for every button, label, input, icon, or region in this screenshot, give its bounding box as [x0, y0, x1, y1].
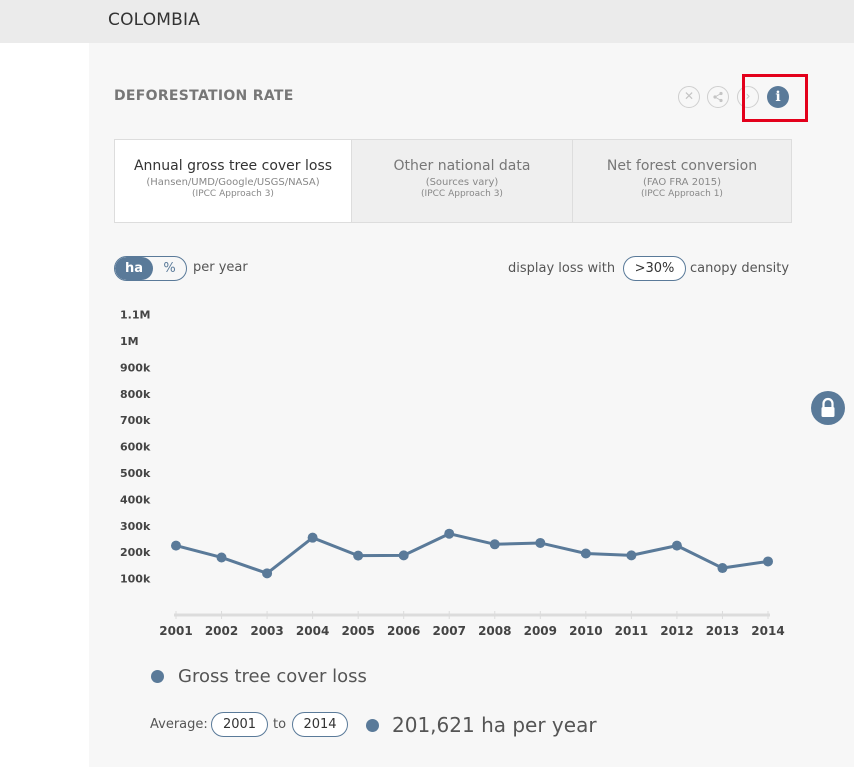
tab-source: (FAO FRA 2015)	[642, 177, 722, 188]
y-tick-label: 600k	[120, 441, 151, 454]
unit-ha-button[interactable]: ha	[115, 257, 153, 280]
x-tick-label: 2002	[205, 624, 238, 638]
data-point[interactable]	[171, 540, 181, 551]
tab-title: Other national data	[393, 158, 531, 174]
x-tick-label: 2009	[524, 624, 557, 638]
y-tick-label: 800k	[120, 388, 151, 401]
average-label: Average:	[150, 717, 208, 732]
info-icon[interactable]: i	[767, 86, 789, 108]
y-tick-label: 1M	[120, 335, 139, 348]
tab-other-national-data[interactable]: Other national data (Sources vary) (IPCC…	[351, 140, 572, 222]
tab-title: Net forest conversion	[606, 158, 758, 174]
data-point[interactable]	[626, 550, 637, 561]
top-bar: COLOMBIA	[0, 0, 854, 43]
y-tick-label: 400k	[120, 493, 151, 506]
x-tick-label: 2007	[433, 624, 466, 638]
tab-approach: (IPCC Approach 1)	[641, 189, 723, 199]
unit-percent-button[interactable]: %	[163, 261, 176, 276]
tab-approach: (IPCC Approach 3)	[192, 189, 274, 199]
info-highlight-box	[742, 74, 808, 122]
tab-approach: (IPCC Approach 3)	[421, 189, 503, 199]
x-tick-label: 2004	[296, 624, 329, 638]
y-tick-label: 500k	[120, 467, 151, 480]
data-point[interactable]	[489, 539, 500, 550]
x-tick-label: 2008	[478, 624, 511, 638]
series-line-gross-tree-cover-loss	[175, 532, 769, 576]
x-tick-label: 2013	[706, 624, 739, 638]
x-tick-label: 2010	[569, 624, 602, 638]
y-tick-label: 100k	[120, 573, 151, 586]
y-tick-label: 700k	[120, 414, 151, 427]
average-marker	[366, 719, 379, 732]
average-value: 201,621 ha per year	[392, 713, 597, 737]
deforestation-chart: 100k 200k 300k 400k 500k 600k 700k 800k 900k 1M 1.…	[120, 309, 785, 638]
country-title: COLOMBIA	[108, 10, 201, 30]
data-point[interactable]	[444, 528, 455, 539]
data-point[interactable]	[216, 552, 227, 563]
y-tick-label: 900k	[120, 361, 151, 374]
tab-net-forest-conversion[interactable]: Net forest conversion (FAO FRA 2015) (IP…	[572, 140, 791, 222]
lock-icon[interactable]	[811, 391, 845, 425]
x-tick-label: 2005	[341, 624, 374, 638]
average-end-year-select[interactable]: 2014	[292, 712, 348, 737]
x-tick-label: 2014	[751, 624, 784, 638]
unit-toggle: ha %	[114, 256, 187, 281]
data-point[interactable]	[535, 537, 546, 548]
tab-annual-gross-tree-cover-loss[interactable]: Annual gross tree cover loss (Hansen/UMD…	[115, 140, 351, 222]
data-points	[171, 528, 773, 579]
y-axis-ticks: 100k 200k 300k 400k 500k 600k 700k 800k 900k 1M 1.…	[120, 309, 151, 586]
tab-source: (Hansen/UMD/Google/USGS/NASA)	[146, 177, 320, 188]
average-to-label: to	[273, 717, 287, 732]
y-tick-label: 300k	[120, 520, 151, 533]
x-tick-label: 2011	[615, 624, 648, 638]
legend-marker	[151, 670, 164, 683]
data-point[interactable]	[580, 548, 591, 559]
display-loss-label: display loss with	[508, 261, 616, 276]
data-point[interactable]	[763, 556, 773, 567]
canopy-density-select[interactable]: >30%	[623, 256, 686, 281]
per-year-label: per year	[193, 260, 248, 275]
y-tick-label: 1.1M	[120, 309, 150, 322]
x-axis: 2001 2002 2003 2004 2005 2006 2007 2008 2009 2010…	[159, 611, 785, 638]
tab-title: Annual gross tree cover loss	[133, 158, 333, 174]
data-point[interactable]	[353, 550, 364, 561]
x-tick-label: 2012	[660, 624, 693, 638]
data-point[interactable]	[717, 563, 728, 574]
widget-title: DEFORESTATION RATE	[114, 88, 294, 104]
data-source-tabs: Annual gross tree cover loss (Hansen/UMD…	[114, 139, 792, 223]
tab-source: (Sources vary)	[425, 177, 499, 188]
data-point[interactable]	[307, 532, 318, 543]
arrow-icon[interactable]: ›	[737, 86, 759, 108]
average-start-year-select[interactable]: 2001	[211, 712, 268, 737]
x-tick-label: 2001	[159, 624, 192, 638]
data-point[interactable]	[398, 550, 409, 561]
canopy-density-label: canopy density	[690, 261, 790, 276]
y-tick-label: 200k	[120, 546, 151, 559]
x-tick-label: 2003	[250, 624, 283, 638]
legend-label: Gross tree cover loss	[178, 666, 367, 687]
close-icon[interactable]: ✕	[678, 86, 700, 108]
data-point[interactable]	[262, 568, 273, 579]
x-tick-label: 2006	[387, 624, 420, 638]
data-point[interactable]	[671, 540, 682, 551]
share-icon[interactable]	[707, 86, 729, 108]
